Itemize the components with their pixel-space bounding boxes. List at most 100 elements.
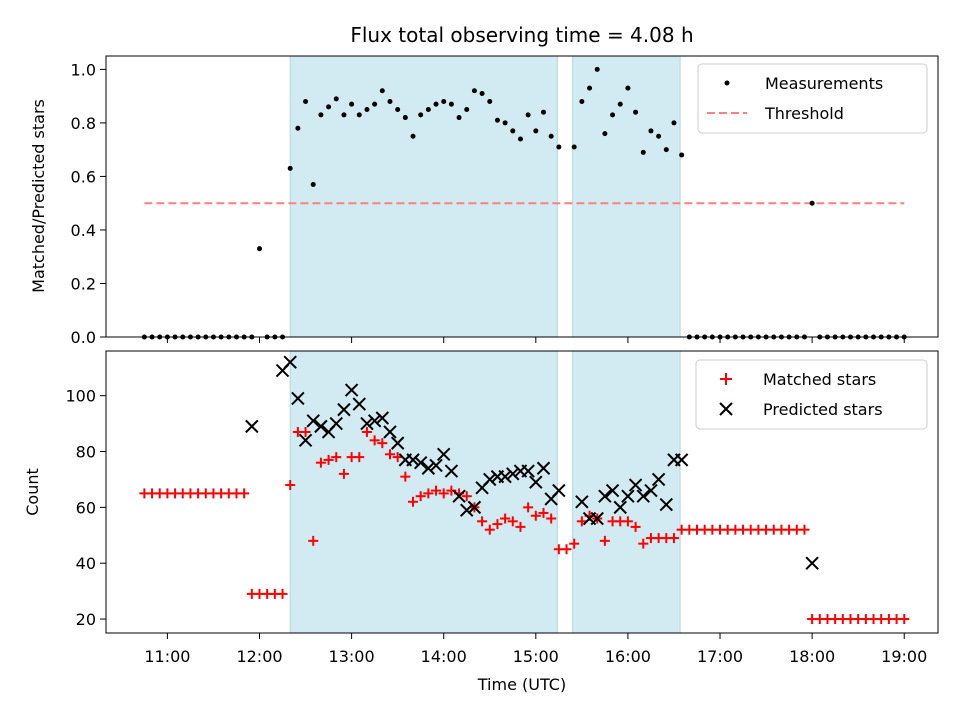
matched-star-point — [523, 502, 534, 513]
predicted-star-point — [298, 433, 313, 448]
legend-predicted-marker — [719, 402, 733, 416]
chart-title: Flux total observing time = 4.08 h — [350, 23, 693, 47]
legend-matched-label: Matched stars — [763, 370, 876, 389]
predicted-star-point — [674, 453, 689, 467]
matched-star-point — [515, 521, 526, 532]
matched-star-point — [361, 426, 372, 437]
measurement-point — [679, 152, 685, 158]
measurement-point — [617, 101, 623, 107]
x-tick-label: 16:00 — [605, 647, 651, 666]
measurement-point — [587, 85, 593, 91]
y-tick-label: 0.4 — [71, 221, 96, 240]
measurement-point — [494, 117, 500, 123]
x-tick-label: 19:00 — [881, 647, 927, 666]
top-x-ticks — [166, 337, 905, 343]
matched-star-point — [400, 471, 411, 482]
measurement-point — [310, 181, 316, 187]
y-tick-label: 40 — [76, 554, 96, 573]
bottom-legend: Matched stars Predicted stars — [695, 359, 928, 430]
matched-star-point — [477, 516, 488, 527]
y-tick-label: 0.2 — [71, 274, 96, 293]
matched-star-point — [576, 516, 587, 527]
matched-star-point — [799, 524, 810, 535]
matched-star-point — [530, 510, 541, 521]
y-tick-label: 100 — [65, 387, 96, 406]
measurement-point — [410, 133, 416, 139]
measurement-point — [525, 112, 531, 118]
measurement-point — [456, 115, 462, 121]
predicted-star-point — [383, 425, 397, 439]
measurement-point — [663, 147, 669, 153]
matched-star-point — [377, 438, 388, 449]
measurement-point — [594, 66, 600, 72]
matched-star-point — [622, 516, 633, 527]
measurement-point — [303, 98, 309, 104]
matched-star-point — [315, 457, 326, 468]
matched-star-point — [899, 614, 910, 625]
measurement-point — [571, 144, 577, 150]
x-tick-label: 15:00 — [513, 647, 559, 666]
measurement-point — [656, 133, 662, 139]
bottom-x-ticks: 11:00 12:00 13:00 14:00 15:00 16:00 17:00 18:00… — [144, 633, 927, 666]
shaded-interval — [572, 350, 681, 634]
top-shaded-intervals — [289, 55, 681, 338]
predicted-star-point — [575, 495, 589, 509]
x-tick-label: 17:00 — [697, 647, 743, 666]
predicted-star-point — [360, 416, 374, 431]
x-tick-label: 12:00 — [236, 647, 282, 666]
y-tick-label: 20 — [76, 610, 96, 629]
top-axes-frame — [105, 55, 939, 338]
measurement-point — [809, 200, 815, 206]
predicted-star-point — [659, 497, 674, 512]
predicted-star-point — [344, 383, 359, 397]
predicted-star-point — [460, 503, 474, 517]
predicted-star-point — [452, 489, 466, 503]
matched-star-point — [239, 488, 250, 499]
predicted-star-point — [375, 411, 390, 425]
matched-star-point — [538, 507, 549, 518]
measurement-point — [548, 133, 554, 139]
y-tick-label: 0.6 — [71, 167, 96, 186]
matched-star-point — [438, 488, 449, 499]
predicted-star-point — [421, 461, 436, 475]
predicted-star-point — [628, 478, 643, 492]
predicted-star-point — [314, 419, 328, 434]
matched-star-point — [492, 519, 503, 530]
predicted-star-point — [636, 489, 650, 503]
measurement-point — [433, 101, 439, 107]
measurement-point — [341, 112, 347, 118]
measurement-point — [502, 120, 508, 126]
bottom-legend-box — [695, 359, 928, 430]
measurement-point — [379, 88, 385, 94]
matched-star-point — [500, 513, 511, 524]
measurement-point — [448, 101, 454, 107]
x-tick-label: 14:00 — [421, 647, 467, 666]
matched-star-point — [308, 535, 319, 546]
predicted-star-point — [644, 483, 658, 498]
predicted-star-point — [306, 414, 320, 428]
bottom-y-ticks: 20 40 60 80 100 — [65, 387, 106, 629]
measurement-point — [387, 98, 393, 104]
shaded-interval — [289, 55, 558, 338]
matched-star-point — [277, 588, 288, 599]
predicted-star-point — [429, 458, 443, 473]
shaded-interval — [572, 55, 681, 338]
measurement-point — [510, 128, 516, 134]
predicted-star-point — [329, 416, 343, 431]
predicted-star-point — [552, 483, 566, 498]
bottom-y-axis-label: Count — [23, 468, 42, 516]
predicted-star-point — [245, 419, 259, 434]
measurement-point — [326, 104, 332, 110]
legend-measurements-label: Measurements — [765, 74, 883, 93]
measurement-point — [372, 101, 378, 107]
top-legend: Measurements Threshold — [697, 63, 928, 134]
predicted-star-point — [498, 469, 512, 484]
matched-stars-series — [139, 426, 910, 625]
predicted-star-point — [521, 464, 535, 478]
measurement-point — [395, 107, 401, 113]
measurement-point — [318, 112, 324, 118]
predicted-star-point — [352, 397, 366, 411]
legend-predicted-label: Predicted stars — [763, 400, 883, 419]
measurement-point — [640, 149, 646, 155]
legend-measurements-marker — [724, 80, 730, 86]
